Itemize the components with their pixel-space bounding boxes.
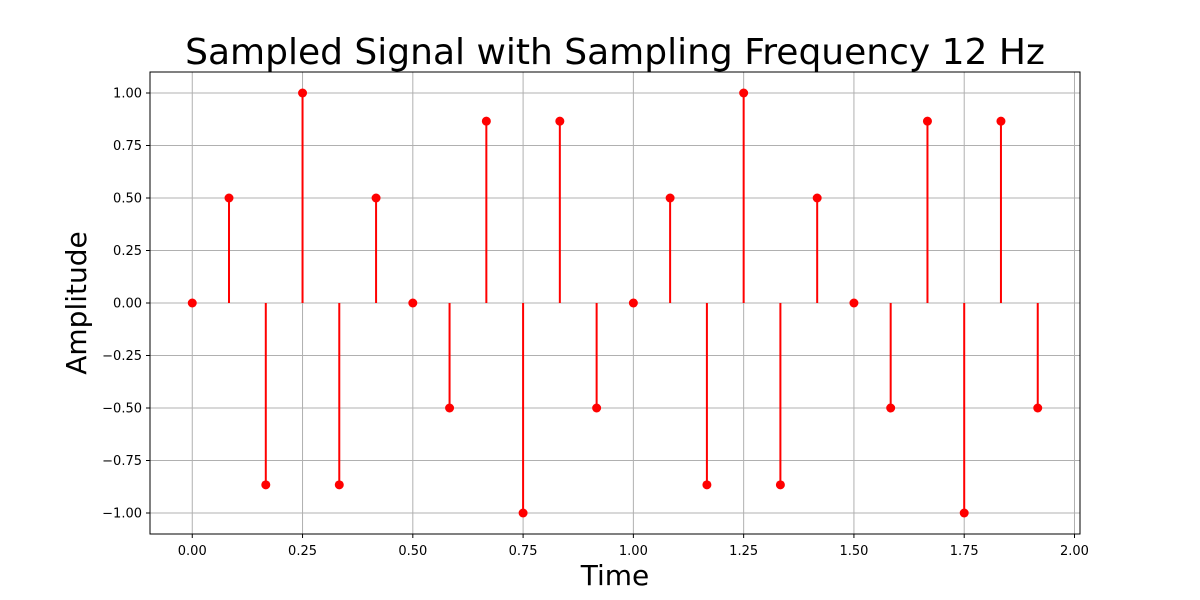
stem-marker	[849, 298, 859, 308]
y-tick-label: 1.00	[113, 87, 142, 102]
y-tick-label: 0.50	[113, 192, 142, 207]
stem-marker	[702, 480, 712, 490]
stem-marker	[334, 480, 344, 490]
x-tick-label: 0.00	[178, 544, 207, 559]
x-tick-label: 0.50	[398, 544, 427, 559]
y-axis-ticks: 1.00 0.75 0.50 0.25 0.00 −0.25 −0.50 −0.75 −1.00	[102, 87, 150, 522]
x-tick-label: 1.00	[619, 544, 648, 559]
x-tick-label: 1.25	[729, 544, 758, 559]
stem-marker	[996, 116, 1006, 126]
stem-marker	[261, 480, 271, 490]
stem-marker	[224, 193, 234, 203]
y-tick-label: −0.25	[102, 349, 142, 364]
stem-marker	[775, 480, 785, 490]
chart-title: Sampled Signal with Sampling Frequency 1…	[185, 32, 1045, 73]
stem-marker	[481, 116, 491, 126]
y-tick-label: 0.00	[113, 297, 142, 312]
stem-marker	[628, 298, 638, 308]
stem-marker	[408, 298, 418, 308]
stem-marker	[187, 298, 197, 308]
x-tick-label: 0.75	[509, 544, 538, 559]
y-axis-label: Amplitude	[60, 231, 93, 375]
stem-marker	[592, 403, 602, 413]
stem-marker	[959, 508, 969, 518]
stem-marker	[812, 193, 822, 203]
stem-marker	[739, 88, 749, 98]
stem-series	[187, 88, 1043, 518]
y-tick-label: 0.75	[113, 139, 142, 154]
stem-marker	[665, 193, 675, 203]
y-tick-label: −1.00	[102, 507, 142, 522]
y-tick-label: −0.50	[102, 402, 142, 417]
stem-marker	[298, 88, 308, 98]
x-axis-label: Time	[580, 559, 650, 592]
y-tick-label: 0.25	[113, 244, 142, 259]
x-tick-label: 2.00	[1060, 544, 1089, 559]
stem-marker	[445, 403, 455, 413]
stem-marker	[922, 116, 932, 126]
stem-marker	[1033, 403, 1043, 413]
stem-marker	[518, 508, 528, 518]
x-tick-label: 1.50	[839, 544, 868, 559]
x-tick-label: 0.25	[288, 544, 317, 559]
stem-marker	[371, 193, 381, 203]
x-tick-label: 1.75	[950, 544, 979, 559]
x-axis-ticks: 0.00 0.25 0.50 0.75 1.00 1.25 1.50 1.75 2.00	[178, 534, 1089, 559]
stem-marker	[886, 403, 896, 413]
stem-marker	[555, 116, 565, 126]
y-tick-label: −0.75	[102, 454, 142, 469]
grid-lines	[150, 72, 1080, 534]
